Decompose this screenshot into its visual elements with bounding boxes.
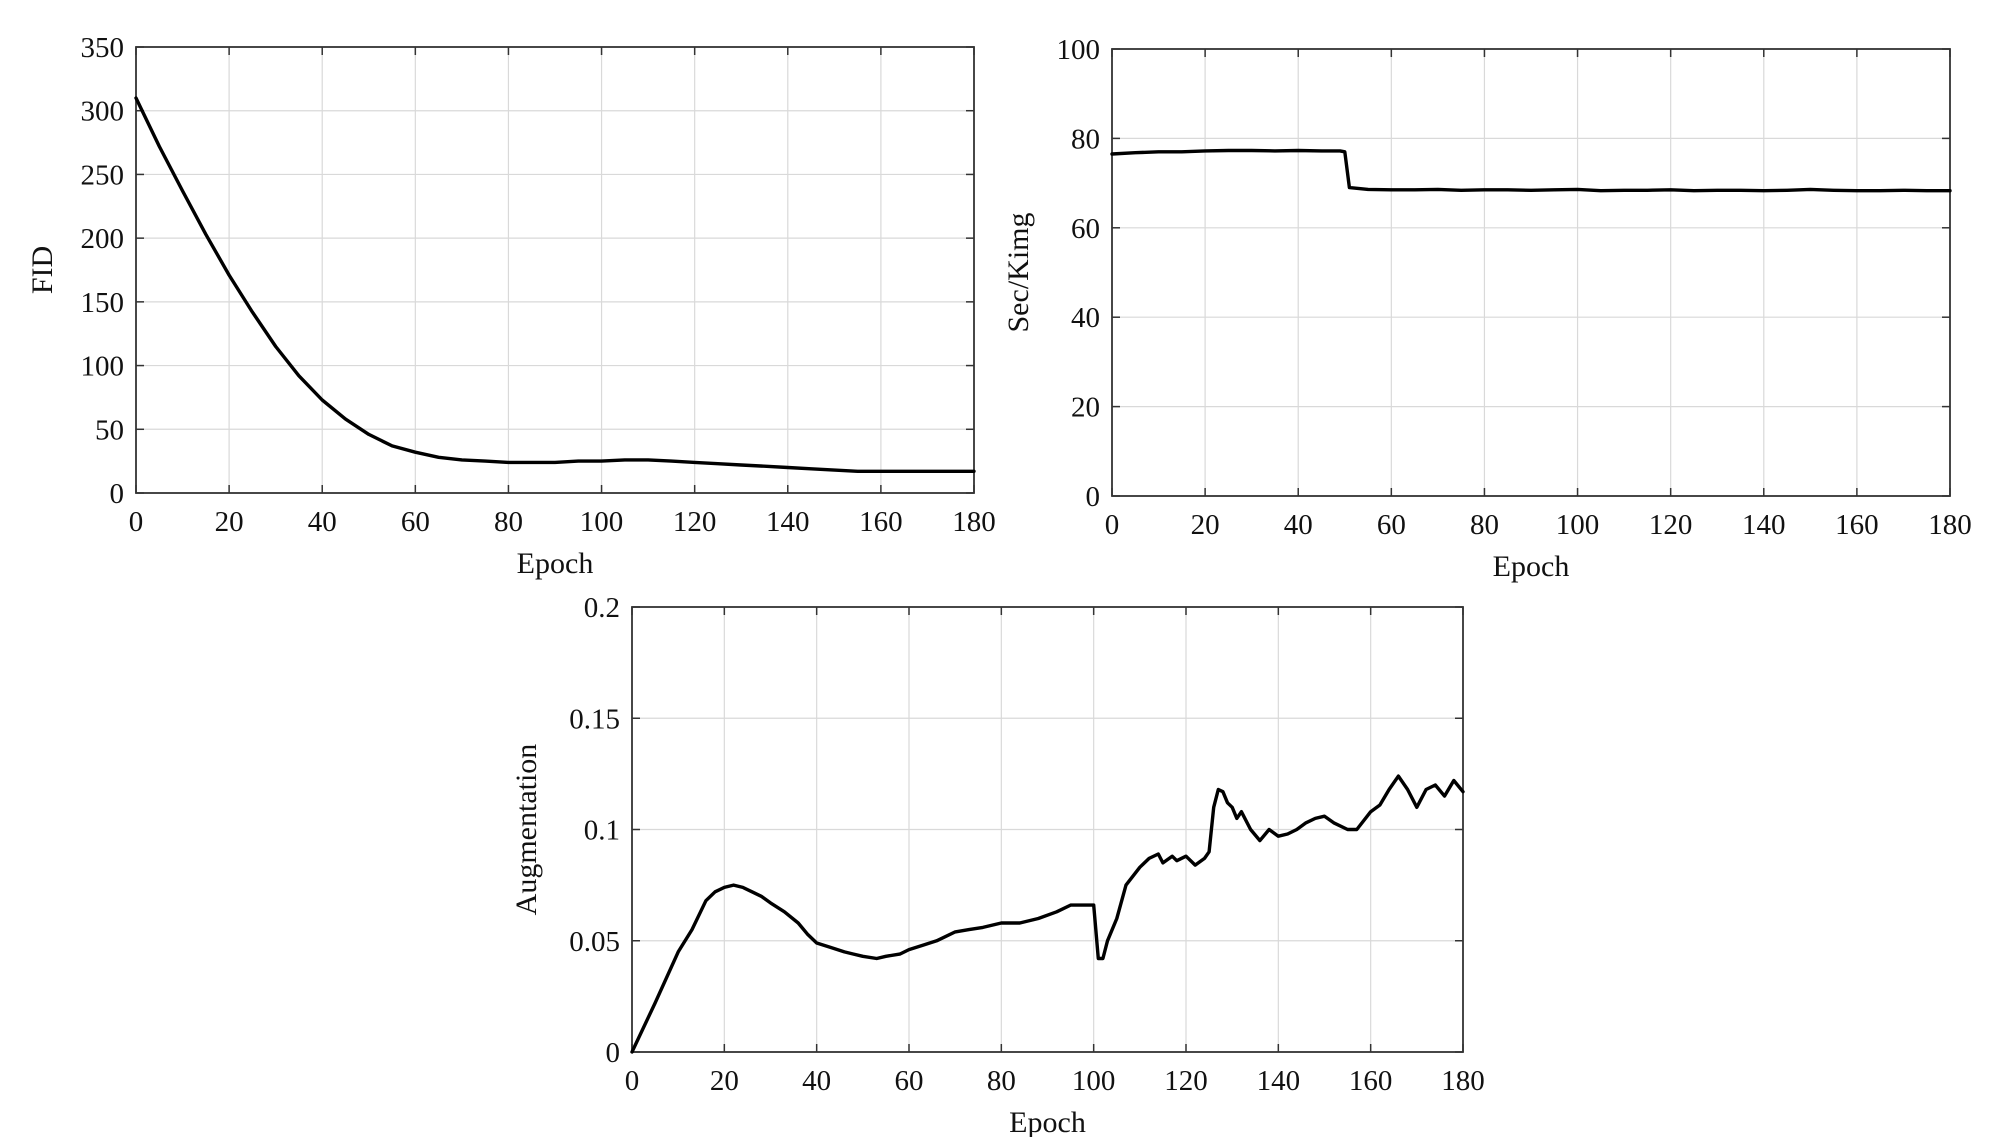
plot-frame [1111,48,1951,497]
x-tick-label: 60 [895,1065,924,1097]
y-tick-label: 60 [1071,213,1100,245]
x-tick-label: 80 [987,1065,1016,1097]
fid-series-line [134,96,976,473]
x-tick-label: 180 [952,506,996,538]
sec-kimg-chart-panel: 0 20 40 60 80 100 120 140 160 180 0 20 40 60 80 100 Epoc… [1002,34,1972,583]
x-tick-label: 100 [580,506,624,538]
x-tick-label: 120 [673,506,717,538]
augmentation-series-line [630,774,1465,1054]
x-tick-label: 120 [1164,1065,1208,1097]
y-tick-label: 20 [1071,392,1100,424]
x-tick-label: 100 [1556,509,1600,541]
y-axis-label: Augmentation [510,744,543,916]
x-tick-label: 120 [1649,509,1693,541]
y-tick-label: 0.15 [569,703,620,735]
x-tick-label: 140 [1742,509,1786,541]
x-tick-label: 20 [1191,509,1220,541]
y-tick-label: 40 [1071,302,1100,334]
y-tick-label: 100 [1057,34,1101,66]
x-tick-label: 20 [215,506,244,538]
y-tick-label: 300 [81,96,125,128]
y-tick-label: 0.2 [584,592,620,624]
x-tick-label: 140 [1257,1065,1301,1097]
x-tick-label: 0 [625,1065,640,1097]
plot-frame [135,46,975,494]
x-axis-label: Epoch [1009,1106,1086,1137]
x-tick-label: 160 [1349,1065,1393,1097]
y-tick-label: 0 [110,478,125,510]
fid-chart-panel: 0 20 40 60 80 100 120 140 160 180 0 50 100 150 200 250 3… [26,32,996,580]
y-tick-label: 50 [95,414,124,446]
x-axis-label: Epoch [1493,550,1570,583]
x-tick-label: 0 [1105,509,1120,541]
x-tick-label: 160 [1835,509,1879,541]
y-tick-label: 150 [81,287,125,319]
x-tick-label: 180 [1928,509,1972,541]
x-tick-label: 160 [859,506,903,538]
y-tick-label: 350 [81,32,125,64]
x-tick-label: 40 [1284,509,1313,541]
sec-kimg-series-line [1110,148,1952,193]
y-tick-label: 200 [81,223,125,255]
y-tick-label: 0.1 [584,815,620,847]
y-axis-label: FID [26,246,59,294]
x-tick-label: 100 [1072,1065,1116,1097]
x-tick-label: 60 [1377,509,1406,541]
x-axis-label: Epoch [517,547,594,580]
y-tick-label: 0 [606,1037,621,1069]
x-tick-label: 40 [308,506,337,538]
x-tick-label: 80 [1470,509,1499,541]
x-tick-label: 40 [802,1065,831,1097]
y-tick-label: 100 [81,351,125,383]
x-tick-label: 20 [710,1065,739,1097]
y-tick-label: 80 [1071,123,1100,155]
x-tick-label: 140 [766,506,810,538]
y-tick-label: 0 [1086,481,1101,513]
x-tick-label: 0 [129,506,144,538]
y-axis-label: Sec/Kimg [1002,213,1035,333]
x-tick-label: 80 [494,506,523,538]
x-tick-label: 60 [401,506,430,538]
y-tick-label: 250 [81,159,125,191]
x-tick-label: 180 [1441,1065,1485,1097]
augmentation-chart-panel: 0 20 40 60 80 100 120 140 160 180 0 0.05 0.1 0.15 0.2 E… [510,592,1485,1137]
y-tick-label: 0.05 [569,926,620,958]
